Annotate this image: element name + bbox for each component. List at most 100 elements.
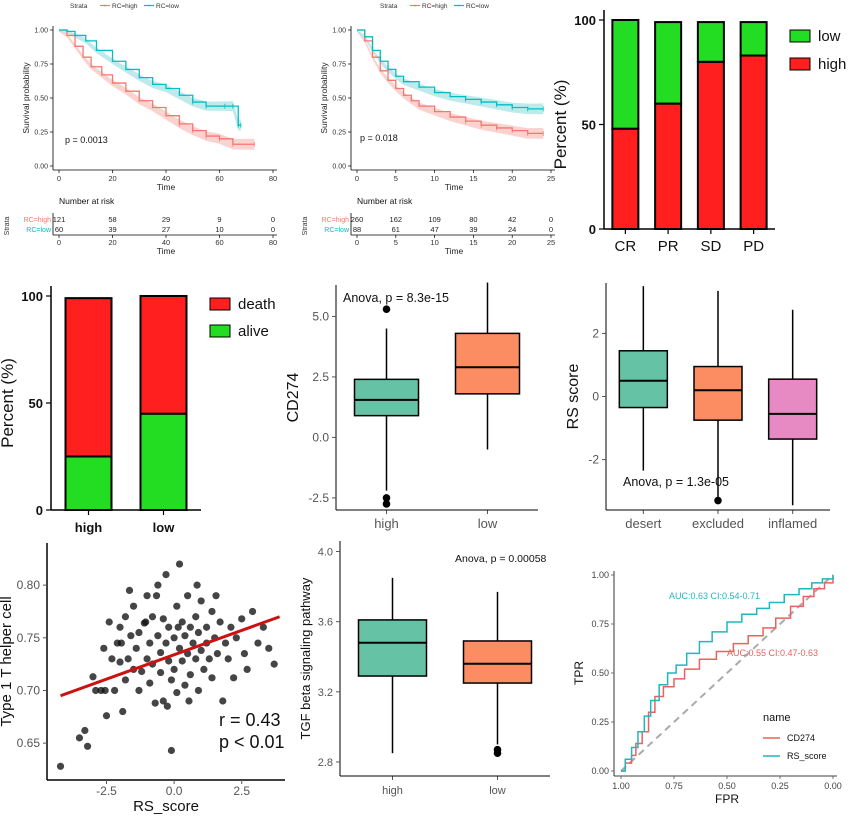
category-label: PD	[743, 238, 764, 255]
scatter-point	[194, 628, 203, 637]
x-tick-label: 0.00	[824, 781, 842, 791]
risk-count: 58	[108, 215, 116, 224]
scatter-point	[146, 679, 154, 687]
scatter-point	[232, 634, 240, 642]
scatter-point	[159, 615, 167, 623]
scatter-point	[175, 560, 184, 568]
p-value: p = 0.018	[360, 133, 398, 143]
auc-label-rs-score: AUC:0.63 CI:0.54-0.71	[669, 591, 760, 601]
scatter-point	[216, 618, 224, 626]
risk-strata-title: Strata	[302, 217, 309, 236]
x-tick-label: -2.5	[96, 784, 117, 798]
y-tick-label: 1.00	[332, 28, 346, 35]
scatter-point	[238, 615, 246, 623]
risk-count: 0	[549, 215, 553, 224]
scatter-point	[163, 702, 171, 710]
y-tick-label: 0.80	[17, 578, 41, 592]
scatter-point	[184, 592, 192, 600]
risk-count: 80	[469, 215, 477, 224]
risk-x-tick-label: 5	[394, 238, 398, 247]
y-tick-label: 5.0	[312, 309, 329, 323]
roc-panel: 0.00 0.25 0.50 0.75 1.00 1.00 0.75 0.50 0.25 0.00…	[572, 570, 842, 806]
y-tick-label: 0.75	[591, 619, 609, 629]
y-tick-label: 1.00	[591, 570, 609, 580]
x-tick-label: 0.50	[718, 781, 736, 791]
legend-label: RC=low	[466, 3, 489, 10]
y-tick-label: 0.70	[17, 683, 41, 697]
scatter-point	[92, 686, 100, 695]
risk-x-tick-label: 20	[108, 238, 116, 247]
scatter-point	[200, 665, 208, 674]
ci-band	[59, 30, 255, 150]
scatter-point	[227, 623, 235, 631]
y-axis-title: Percent (%)	[0, 358, 17, 448]
scatter-point	[219, 697, 227, 705]
y-tick-label: 0	[592, 390, 599, 404]
roc-curve-RS_score	[621, 575, 834, 772]
legend-label: RC=high	[112, 3, 138, 10]
risk-x-tick-label: 25	[547, 238, 555, 247]
box-desert	[618, 350, 669, 409]
scatter-point	[174, 623, 182, 631]
x-tick-label: 0.0	[166, 784, 183, 798]
scatter-point	[265, 644, 273, 652]
risk-count: 39	[469, 225, 477, 234]
x-axis-title: RS_score	[133, 798, 199, 815]
p-value: p = 0.0013	[65, 135, 108, 145]
survival-curve	[357, 29, 544, 110]
y-tick-label: 100	[574, 13, 596, 28]
bar-segment-alive	[64, 455, 113, 511]
y-tick-label: 0.25	[34, 130, 48, 137]
y-axis-title: Percent (%)	[551, 80, 570, 170]
risk-count: 27	[162, 225, 170, 234]
y-tick-label: 0.0	[312, 430, 329, 444]
scatter-point	[270, 660, 278, 668]
scatter-point	[159, 697, 167, 705]
risk-x-tick-label: 10	[430, 238, 438, 247]
scatter-point	[56, 762, 65, 770]
y-tick-label: -2	[588, 453, 599, 467]
y-tick-label: 0	[36, 503, 43, 518]
risk-count: 0	[271, 215, 275, 224]
y-tick-label: 2.8	[318, 757, 333, 769]
category-label: CR	[615, 238, 637, 255]
scatter-point	[197, 597, 205, 605]
legend-label: low	[818, 28, 841, 45]
scatter-point	[143, 592, 151, 600]
category-label: low	[153, 520, 176, 535]
x-tick-label: 40	[162, 174, 170, 183]
legend-label: RC=low	[156, 3, 179, 10]
outlier-point	[382, 305, 391, 313]
risk-count: 10	[215, 225, 223, 234]
y-tick-label: 3.6	[318, 617, 333, 629]
risk-x-axis-title: Time	[157, 246, 176, 256]
scatter-point	[143, 655, 151, 663]
scatter-point	[132, 644, 140, 652]
scatter-point	[111, 686, 119, 695]
outlier-point	[714, 496, 722, 505]
y-axis-title: Survival probability	[21, 62, 31, 134]
y-tick-label: 100	[21, 289, 43, 304]
y-tick-label: 0.75	[332, 62, 346, 69]
auc-label-cd274: AUC:0.55 CI:0.47-0.63	[727, 648, 818, 658]
x-tick-label: 0.75	[665, 781, 683, 791]
scatter-point	[102, 712, 111, 720]
legend-title: name	[763, 712, 791, 724]
scatter-point	[197, 646, 205, 655]
risk-count: 162	[390, 215, 403, 224]
x-axis-title: Time	[445, 182, 464, 192]
risk-table-title: Number at risk	[357, 196, 413, 206]
scatter-point	[162, 571, 170, 579]
survival-curve	[59, 29, 241, 126]
risk-x-tick-label: 60	[215, 238, 223, 247]
risk-count: 9	[217, 215, 221, 224]
scatter-point	[173, 688, 181, 697]
risk-count: 0	[549, 225, 553, 234]
risk-count: 60	[55, 225, 63, 234]
risk-x-tick-label: 0	[57, 238, 61, 247]
x-tick-label: 0	[57, 174, 61, 183]
x-tick-label: 0	[355, 174, 359, 183]
scatter-point	[152, 592, 161, 600]
scatter-point	[259, 623, 267, 631]
bar-panel-bar_response: CR PR SD PD 0 50 100 Percent (%) low high	[551, 10, 846, 255]
